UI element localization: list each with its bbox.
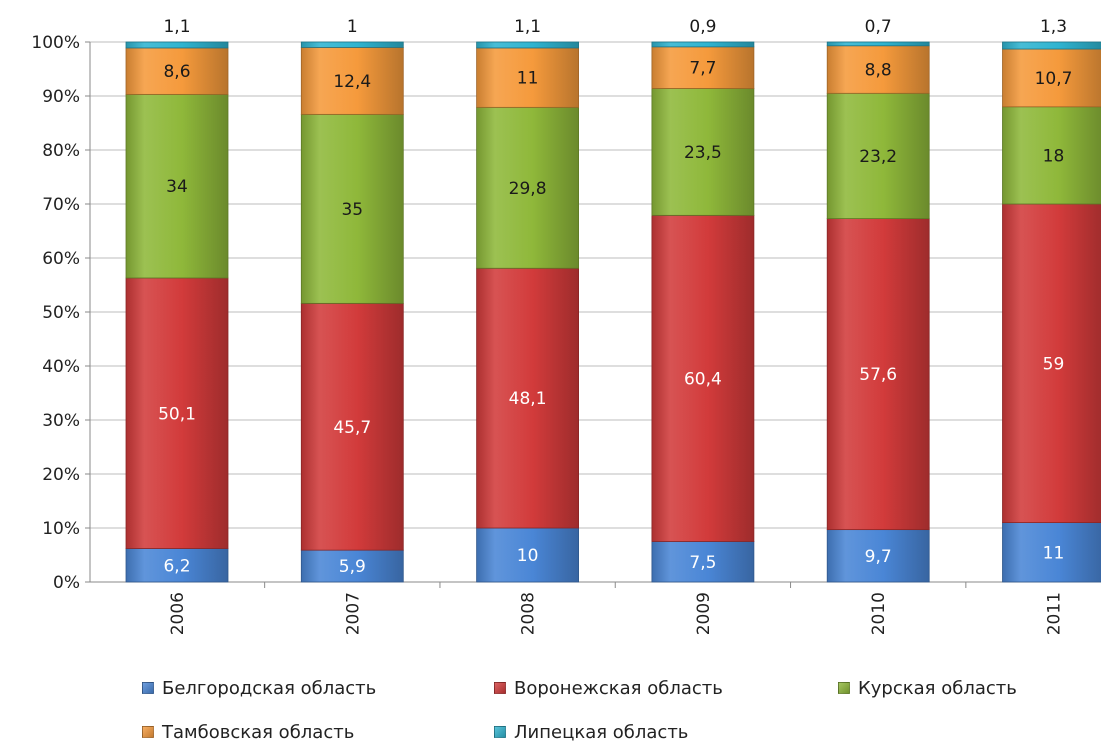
data-label: 1,3 <box>1040 17 1067 37</box>
bar-segment <box>1002 203 1101 524</box>
data-label: 1,1 <box>163 17 190 37</box>
y-tick-label: 0% <box>53 573 80 593</box>
data-label: 5,9 <box>339 557 366 577</box>
y-tick-label: 80% <box>42 141 80 161</box>
data-label: 7,7 <box>689 59 716 79</box>
data-label: 1,1 <box>514 17 541 37</box>
y-tick-label: 60% <box>42 249 80 269</box>
legend: Белгородская область Воронежская область К… <box>142 676 1092 744</box>
legend-label: Тамбовская область <box>162 721 355 743</box>
bar-segment <box>826 45 930 94</box>
y-tick-label: 30% <box>42 411 80 431</box>
bar-segment <box>125 93 229 279</box>
bar-segment <box>125 41 229 49</box>
bar-segment <box>476 267 580 529</box>
data-label: 23,5 <box>684 143 722 163</box>
y-tick-label: 90% <box>42 87 80 107</box>
data-label: 1 <box>347 17 358 37</box>
bars <box>125 41 1101 583</box>
data-label: 8,8 <box>865 61 892 81</box>
legend-swatch <box>142 726 154 738</box>
bar-segment <box>300 302 404 551</box>
bar-segment <box>826 41 930 47</box>
bar-segment <box>300 47 404 115</box>
legend-item: Липецкая область <box>494 720 688 744</box>
data-label: 57,6 <box>859 365 897 385</box>
data-label: 10,7 <box>1035 69 1073 89</box>
category-label: 2006 <box>168 592 188 635</box>
data-labels: 6,2 50,1 34 8,6 1,1 5,9 45,7 35 12,4 1 10 48,1 29,8 1… <box>158 17 1072 577</box>
legend-label: Белгородская область <box>162 677 377 699</box>
category-label: 2008 <box>519 592 539 635</box>
data-label: 12,4 <box>333 72 371 92</box>
bar-segment <box>651 88 755 216</box>
bar-segment <box>476 47 580 108</box>
category-label: 2011 <box>1045 592 1065 635</box>
data-label: 0,9 <box>689 17 716 37</box>
axes: 0% 10% 20% 30% 40% 50% 60% 70% 80% 90% 100% 2006 200… <box>31 33 1101 635</box>
bar-segment <box>1002 522 1101 583</box>
data-label: 18 <box>1043 146 1065 166</box>
bar-segment <box>1002 41 1101 50</box>
y-tick-label: 40% <box>42 357 80 377</box>
data-label: 60,4 <box>684 369 722 389</box>
category-label: 2009 <box>694 592 714 635</box>
data-label: 59 <box>1043 354 1065 374</box>
bar-segment <box>1002 48 1101 108</box>
bar-segment <box>826 529 930 583</box>
legend-swatch <box>838 682 850 694</box>
data-label: 11 <box>1043 543 1065 563</box>
bar-segment <box>300 113 404 304</box>
legend-item: Воронежская область <box>494 676 723 700</box>
y-tick-label: 10% <box>42 519 80 539</box>
data-label: 48,1 <box>509 389 547 409</box>
bar-segment <box>125 47 229 95</box>
legend-swatch <box>494 726 506 738</box>
bar-segment <box>651 214 755 542</box>
category-label: 2007 <box>343 592 363 635</box>
legend-label: Курская область <box>858 677 1017 699</box>
y-tick-label: 50% <box>42 303 80 323</box>
data-label: 50,1 <box>158 404 196 424</box>
bar-segment <box>300 41 404 48</box>
data-label: 10 <box>517 546 539 566</box>
gridlines <box>90 41 1101 583</box>
bar-segment <box>651 41 755 48</box>
data-label: 35 <box>341 200 363 220</box>
bar-segment <box>651 46 755 89</box>
bar-segment <box>300 549 404 583</box>
bar-segment <box>826 218 930 531</box>
data-label: 0,7 <box>865 17 892 37</box>
legend-label: Липецкая область <box>514 721 689 743</box>
data-label: 45,7 <box>333 418 371 438</box>
data-label: 29,8 <box>509 179 547 199</box>
bar-segment <box>476 527 580 583</box>
legend-item: Тамбовская область <box>142 720 354 744</box>
data-label: 6,2 <box>163 556 190 576</box>
data-label: 11 <box>517 69 539 89</box>
data-label: 23,2 <box>859 147 897 167</box>
bar-segment <box>476 106 580 269</box>
y-tick-label: 20% <box>42 465 80 485</box>
data-label: 9,7 <box>865 547 892 567</box>
data-label: 34 <box>166 177 188 197</box>
data-label: 7,5 <box>689 553 716 573</box>
bar-segment <box>125 277 229 549</box>
bar-segment <box>826 92 930 219</box>
category-label: 2010 <box>869 592 889 635</box>
bar-segment <box>125 548 229 583</box>
legend-swatch <box>494 682 506 694</box>
bar-segment <box>651 541 755 583</box>
legend-label: Воронежская область <box>514 677 723 699</box>
y-tick-label: 100% <box>31 33 80 53</box>
legend-swatch <box>142 682 154 694</box>
bar-segment <box>476 41 580 49</box>
legend-item: Курская область <box>838 676 1017 700</box>
bar-segment <box>1002 106 1101 205</box>
y-tick-label: 70% <box>42 195 80 215</box>
legend-item: Белгородская область <box>142 676 376 700</box>
data-label: 8,6 <box>163 62 190 82</box>
